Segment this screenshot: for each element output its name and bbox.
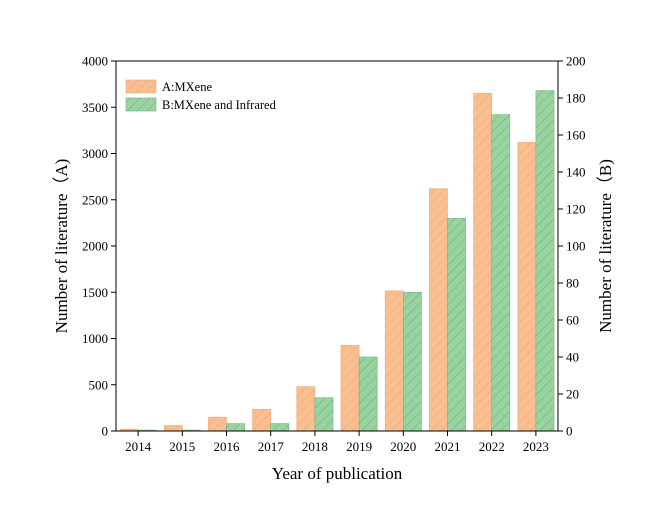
left-tick-label: 4000 (82, 54, 108, 69)
right-tick-label: 120 (566, 202, 586, 217)
right-tick-label: 80 (566, 276, 579, 291)
bar-a-2023 (517, 142, 537, 432)
x-tick-label: 2023 (523, 439, 549, 454)
x-tick-label: 2022 (479, 439, 505, 454)
x-tick-label: 2020 (390, 439, 416, 454)
legend-label-a: A:MXene (162, 80, 212, 94)
left-tick-label: 3000 (82, 146, 108, 161)
bar-b-2016 (226, 423, 245, 432)
x-tick-label: 2017 (258, 439, 285, 454)
bar-a-2016 (208, 416, 227, 432)
legend-swatch-a (125, 79, 157, 94)
right-tick-label: 160 (566, 128, 586, 143)
left-tick-label: 2500 (82, 192, 108, 207)
x-axis-ticks: 2014 2015 2016 2017 2018 2019 2020 2021 2022 2023 (125, 431, 549, 454)
bar-a-2015 (163, 425, 183, 432)
bar-a-2017 (252, 408, 272, 432)
left-tick-label: 3500 (82, 100, 108, 115)
left-tick-label: 1000 (82, 331, 108, 346)
x-tick-label: 2014 (125, 439, 152, 454)
bar-b-2017 (270, 423, 290, 432)
bar-b-2020 (402, 291, 422, 432)
bar-a-2018 (296, 386, 316, 432)
right-tick-label: 0 (566, 424, 573, 439)
right-axis-title: Number of literature（B) (596, 159, 615, 333)
bar-a-2019 (340, 345, 360, 432)
left-tick-label: 1500 (82, 285, 108, 300)
legend: A:MXene B:MXene and Infrared (125, 79, 277, 112)
bar-b-2018 (314, 397, 334, 432)
x-tick-label: 2015 (169, 439, 195, 454)
bar-a-2020 (384, 290, 404, 432)
left-tick-label: 500 (89, 377, 109, 392)
right-tick-label: 200 (566, 54, 586, 69)
right-tick-label: 180 (566, 91, 586, 106)
right-axis-ticks: 0 20 40 60 80 100 120 140 160 180 200 (558, 54, 586, 439)
x-tick-label: 2021 (435, 439, 461, 454)
right-tick-label: 60 (566, 313, 579, 328)
left-axis-title: Number of literature（A) (52, 159, 71, 334)
series-b-bars (137, 90, 555, 432)
series-a-bars (119, 93, 537, 432)
legend-label-b: B:MXene and Infrared (162, 98, 277, 112)
bar-b-2022 (491, 114, 511, 432)
x-tick-label: 2016 (214, 439, 241, 454)
left-axis-ticks: 0 500 1000 1500 2000 2500 3000 3500 4000 (82, 54, 116, 439)
bar-b-2023 (535, 90, 555, 432)
x-tick-label: 2018 (302, 439, 328, 454)
bar-a-2022 (473, 93, 493, 432)
bar-a-2021 (429, 188, 448, 432)
legend-swatch-b (125, 97, 157, 112)
bar-b-2019 (358, 356, 378, 432)
left-tick-label: 0 (102, 424, 109, 439)
x-tick-label: 2019 (346, 439, 372, 454)
x-axis-title: Year of publication (272, 464, 403, 483)
bar-b-2021 (447, 217, 466, 432)
right-tick-label: 20 (566, 387, 579, 402)
left-tick-label: 2000 (82, 239, 108, 254)
right-tick-label: 40 (566, 350, 579, 365)
right-tick-label: 140 (566, 165, 586, 180)
right-tick-label: 100 (566, 239, 586, 254)
